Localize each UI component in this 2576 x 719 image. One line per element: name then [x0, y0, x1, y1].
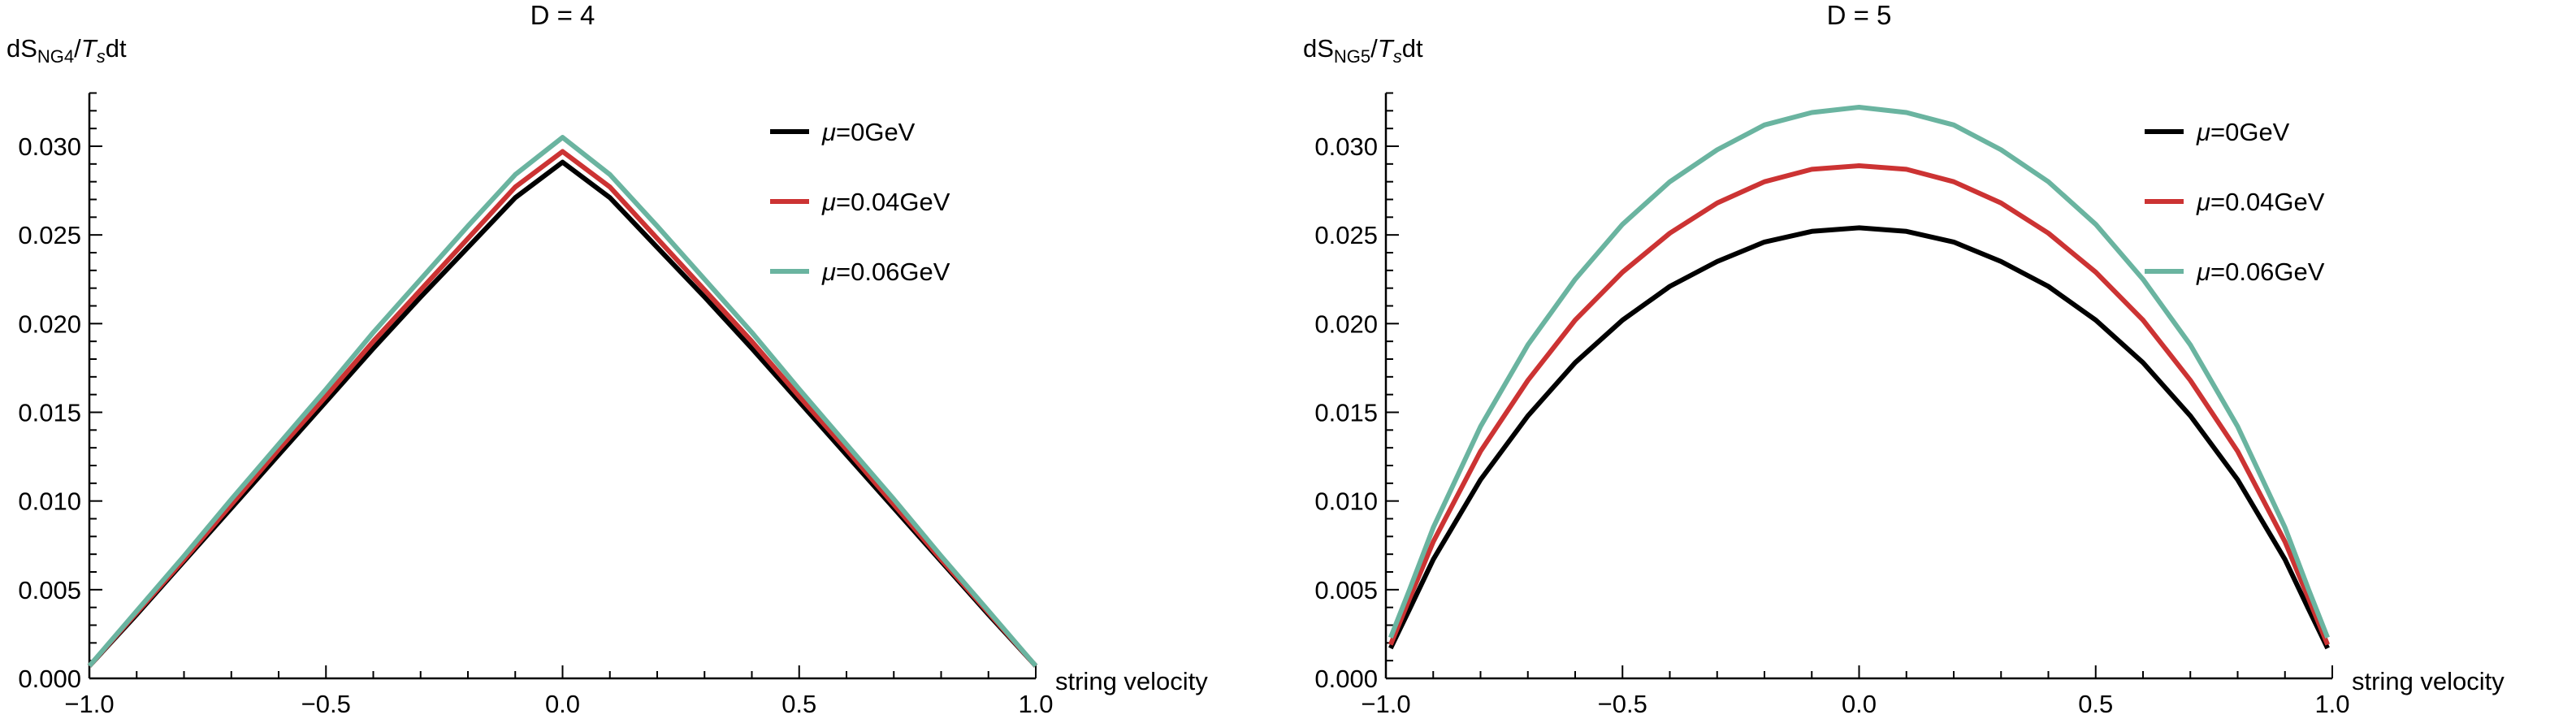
legend-item: μ=0.04GeV [770, 188, 950, 216]
y-tick-label: 0.000 [1314, 665, 1378, 693]
y-tick-label: 0.025 [18, 221, 81, 249]
legend-label: μ=0GeV [2196, 118, 2290, 146]
legend-item: μ=0GeV [2145, 118, 2290, 146]
series-line-3 [87, 135, 1038, 668]
legend-label: μ=0GeV [821, 118, 916, 146]
legend-value: =0.06GeV [836, 258, 950, 286]
chart-panel-2: D = 5 dSNG5/Tsdt −1.0 −0.5 0.0 0.5 1.0 0.000 0.0… [1303, 0, 2505, 718]
legend-label: μ=0.06GeV [2196, 258, 2325, 286]
chart-panel-1: D = 4 dSNG4/Tsdt −1.0 −0.5 0.0 0.5 1.0 0.000 0.0… [6, 0, 1208, 718]
y-label-Tsub: s [1393, 46, 1402, 67]
y-tick-label: 0.015 [1314, 399, 1378, 427]
legend-mu: μ [821, 118, 836, 146]
x-tick-label: 0.0 [1842, 690, 1877, 718]
series-line-3 [1388, 105, 2330, 639]
legend-item: μ=0GeV [770, 118, 916, 146]
y-tick-label: 0.020 [18, 310, 81, 338]
legend-item: μ=0.04GeV [2145, 188, 2325, 216]
y-tick-label: 0.010 [18, 487, 81, 516]
y-label-Tsub: s [97, 46, 106, 67]
legend-item: μ=0.06GeV [2145, 258, 2325, 286]
series-line-2 [1388, 163, 2330, 646]
y-axis-label: dSNG4/Tsdt [6, 34, 127, 67]
legend-mu: μ [2196, 188, 2210, 216]
x-tick-label: 0.0 [545, 690, 580, 718]
legend-value: =0GeV [2210, 118, 2290, 146]
legend-item: μ=0.06GeV [770, 258, 950, 286]
y-tick-label: 0.010 [1314, 487, 1378, 516]
x-tick-label: 1.0 [1018, 690, 1053, 718]
chart-title: D = 4 [530, 0, 595, 30]
y-tick-label: 0.015 [18, 399, 81, 427]
legend-label: μ=0.04GeV [2196, 188, 2325, 216]
series-line-2 [87, 149, 1038, 668]
series-line-1 [1388, 225, 2330, 650]
x-tick-label: 0.5 [2078, 690, 2113, 718]
legend-mu: μ [821, 258, 836, 286]
y-label-sub: NG5 [1334, 46, 1370, 67]
x-tick-label: −0.5 [301, 690, 351, 718]
y-tick-label: 0.000 [18, 665, 81, 693]
y-tick-label: 0.030 [18, 132, 81, 161]
y-tick-label: 0.030 [1314, 132, 1378, 161]
legend-value: =0.04GeV [2210, 188, 2325, 216]
legend-label: μ=0.04GeV [821, 188, 950, 216]
chart-title: D = 5 [1827, 0, 1892, 30]
y-label-slash: / [74, 34, 81, 63]
legend-label: μ=0.06GeV [821, 258, 950, 286]
x-tick-label: −1.0 [64, 690, 114, 718]
x-tick-label: 0.5 [781, 690, 816, 718]
x-tick-label: −0.5 [1598, 690, 1647, 718]
y-label-slash: / [1370, 34, 1378, 63]
x-tick-label: −1.0 [1361, 690, 1410, 718]
y-label-tail: dt [1402, 34, 1423, 63]
y-axis-label: dSNG5/Tsdt [1303, 34, 1423, 67]
series-line-1 [87, 159, 1038, 668]
legend-mu: μ [2196, 258, 2210, 286]
y-label-main: dS [1303, 34, 1334, 63]
legend-mu: μ [2196, 118, 2210, 146]
x-axis-label: string velocity [2352, 667, 2505, 695]
x-axis-label: string velocity [1055, 667, 1208, 695]
x-tick-label: 1.0 [2314, 690, 2349, 718]
y-label-tail: dt [106, 34, 127, 63]
y-label-T: T [1378, 34, 1395, 63]
legend-value: =0.04GeV [836, 188, 950, 216]
y-tick-label: 0.005 [1314, 576, 1378, 604]
y-label-main: dS [6, 34, 37, 63]
legend-mu: μ [821, 188, 836, 216]
legend-value: =0GeV [836, 118, 916, 146]
legend-value: =0.06GeV [2210, 258, 2325, 286]
y-tick-label: 0.005 [18, 576, 81, 604]
y-label-sub: NG4 [37, 46, 74, 67]
y-tick-label: 0.025 [1314, 221, 1378, 249]
y-tick-label: 0.020 [1314, 310, 1378, 338]
y-label-T: T [81, 34, 98, 63]
